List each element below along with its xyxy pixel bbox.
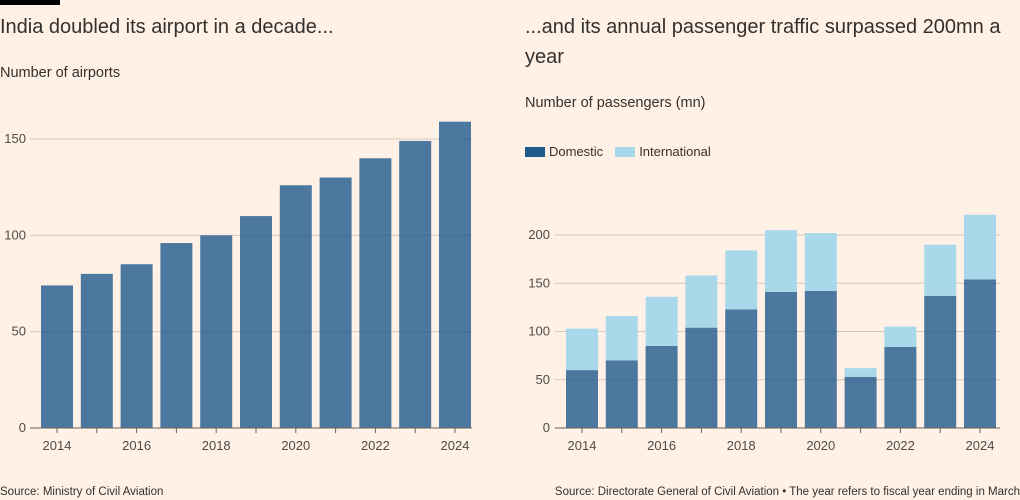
right-bar-domestic	[924, 295, 957, 428]
left-chart-source: Source: Ministry of Civil Aviation	[0, 486, 164, 498]
left-x-tick-label: 2022	[361, 438, 390, 453]
right-y-tick-label: 50	[536, 372, 550, 387]
left-y-tick-label: 50	[12, 324, 26, 339]
right-bar-domestic	[685, 327, 718, 428]
left-x-tick-label: 2018	[202, 438, 231, 453]
left-bar	[160, 243, 193, 428]
left-bar	[200, 235, 233, 428]
right-bar-domestic	[566, 370, 598, 428]
left-chart-subtitle: Number of airports	[0, 65, 121, 81]
right-bar-domestic	[884, 346, 917, 428]
right-bar-international	[645, 296, 678, 346]
right-chart-legend: Domestic International	[525, 144, 723, 159]
left-bar	[120, 264, 153, 428]
right-bar-international	[804, 233, 837, 291]
left-x-tick-label: 2020	[281, 438, 310, 453]
right-x-tick-label: 2016	[647, 438, 676, 453]
right-bar-international	[725, 250, 758, 310]
left-x-tick-label: 2014	[43, 438, 72, 453]
right-bar-domestic	[844, 376, 877, 428]
right-chart: 0 50 100 150 200 2014 2016 2018 2020 2022 2024	[528, 214, 1000, 453]
legend-item-international: International	[615, 144, 711, 159]
right-bar-domestic	[605, 360, 638, 428]
right-x-tick-label: 2020	[806, 438, 835, 453]
left-x-tick-label: 2016	[122, 438, 151, 453]
left-x-tick-label: 2024	[441, 438, 470, 453]
right-bar-international	[924, 244, 957, 296]
legend-item-domestic: Domestic	[525, 144, 603, 159]
left-bar	[319, 177, 352, 428]
right-bar-domestic	[725, 309, 758, 428]
left-bar	[41, 285, 73, 428]
right-bar-domestic	[804, 290, 837, 428]
right-bar-international	[844, 368, 877, 377]
legend-swatch-domestic	[525, 146, 545, 157]
right-x-tick-label: 2018	[727, 438, 756, 453]
right-bar-international	[566, 328, 598, 371]
right-bar-international	[605, 316, 638, 361]
left-y-tick-label: 150	[4, 131, 26, 146]
left-y-tick-label: 0	[19, 420, 26, 435]
right-x-tick-label: 2014	[568, 438, 597, 453]
left-y-tick-label: 100	[4, 227, 26, 242]
right-chart-title: ...and its annual passenger traffic surp…	[525, 16, 1001, 68]
right-bar-international	[884, 326, 917, 347]
right-chart-subtitle: Number of passengers (mn)	[525, 95, 706, 111]
left-chart-title: India doubled its airport in a decade...	[0, 16, 334, 38]
right-bar-international	[964, 214, 996, 280]
legend-swatch-international	[615, 146, 636, 157]
legend-label-international: International	[639, 144, 711, 159]
left-bar	[399, 140, 432, 428]
right-chart-source: Source: Directorate General of Civil Avi…	[554, 486, 1020, 498]
right-bar-domestic	[765, 291, 797, 428]
left-bar	[359, 158, 392, 428]
right-x-tick-label: 2024	[966, 438, 995, 453]
left-bar	[279, 185, 312, 428]
left-bar	[80, 273, 113, 428]
right-y-tick-label: 150	[528, 275, 550, 290]
ft-top-bar	[0, 0, 60, 5]
left-bar	[439, 121, 471, 428]
right-y-tick-label: 100	[528, 324, 550, 339]
right-bar-international	[685, 275, 718, 328]
left-chart: 0 50 100 150 2014 2016 2018 2020 2022 2024	[4, 121, 472, 453]
right-y-tick-label: 200	[528, 227, 550, 242]
right-bar-international	[765, 230, 797, 292]
right-bar-domestic	[964, 279, 996, 428]
right-y-tick-label: 0	[543, 420, 550, 435]
right-bar-domestic	[645, 345, 678, 428]
legend-label-domestic: Domestic	[549, 144, 604, 159]
left-bar	[240, 216, 272, 428]
right-x-tick-label: 2022	[886, 438, 915, 453]
